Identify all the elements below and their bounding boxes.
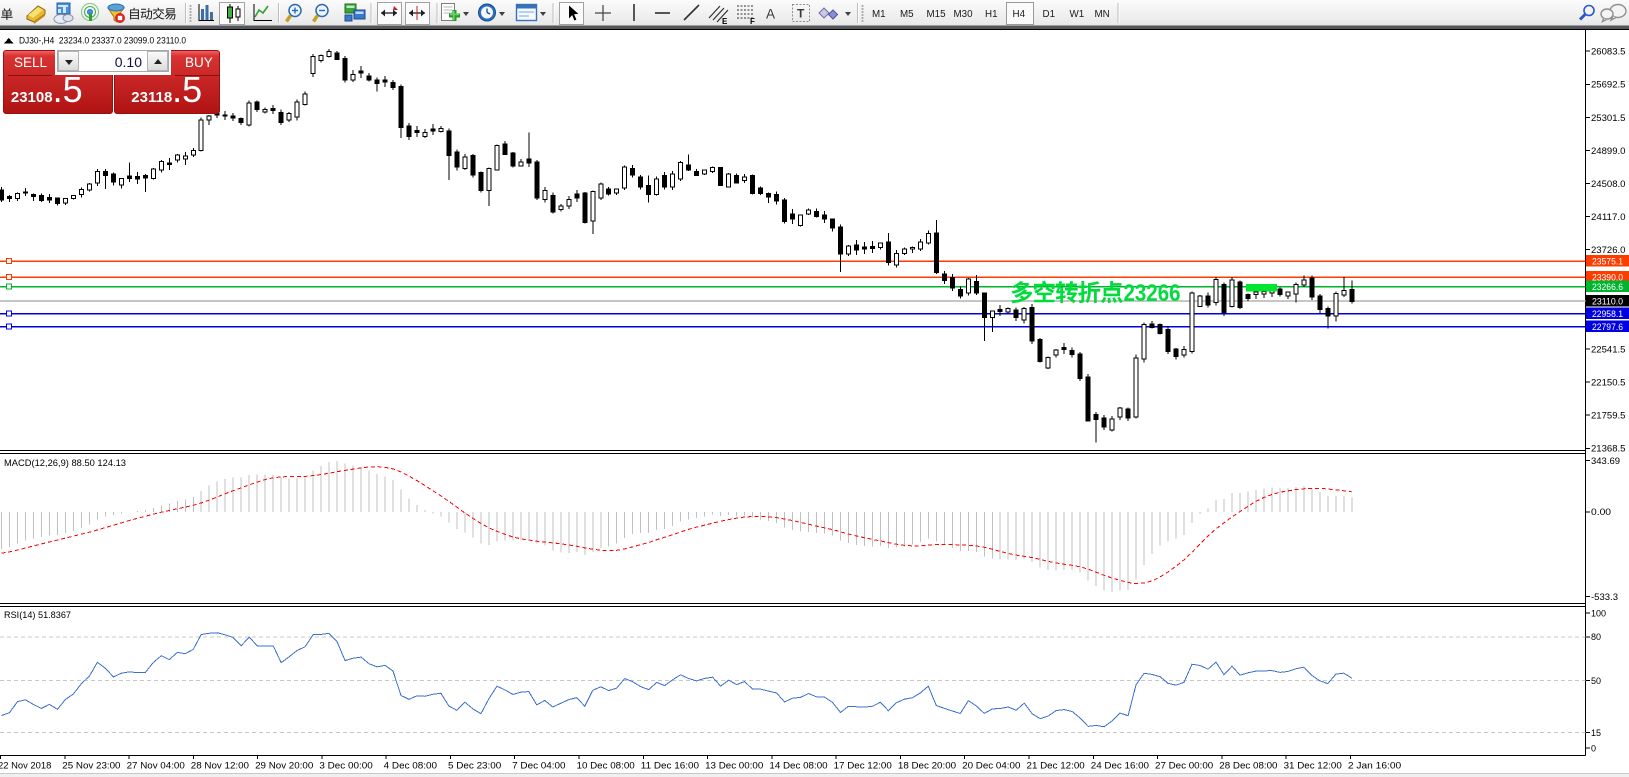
svg-text:24899.0: 24899.0 (1591, 146, 1626, 156)
svg-text:10 Dec 08:00: 10 Dec 08:00 (577, 761, 635, 771)
svg-text:5 Dec 23:00: 5 Dec 23:00 (448, 761, 501, 771)
svg-text:18 Dec 20:00: 18 Dec 20:00 (898, 761, 956, 771)
svg-text:T: T (797, 7, 805, 21)
svg-text:24 Dec 16:00: 24 Dec 16:00 (1091, 761, 1149, 771)
svg-text:0.00: 0.00 (1591, 507, 1611, 517)
svg-text:21759.5: 21759.5 (1591, 411, 1626, 421)
svg-text:RSI(14) 51.8367: RSI(14) 51.8367 (4, 610, 71, 620)
svg-text:28 Nov 12:00: 28 Nov 12:00 (191, 761, 249, 771)
svg-text:M15: M15 (927, 9, 947, 20)
svg-text:MACD(12,26,9) 88.50 124.13: MACD(12,26,9) 88.50 124.13 (4, 458, 126, 468)
svg-text:22541.5: 22541.5 (1591, 344, 1626, 354)
svg-text:M30: M30 (954, 9, 974, 20)
svg-text:22797.6: 22797.6 (1592, 322, 1623, 332)
svg-text:23266.6: 23266.6 (1592, 282, 1623, 292)
svg-text:E: E (722, 17, 728, 26)
svg-text:W1: W1 (1070, 9, 1085, 20)
svg-text:23266: 23266 (1124, 280, 1181, 307)
svg-text:14 Dec 08:00: 14 Dec 08:00 (769, 761, 827, 771)
svg-text:27 Dec 00:00: 27 Dec 00:00 (1155, 761, 1213, 771)
svg-text:27 Nov 04:00: 27 Nov 04:00 (127, 761, 185, 771)
svg-text:M5: M5 (900, 9, 914, 20)
svg-text:20 Dec 04:00: 20 Dec 04:00 (962, 761, 1020, 771)
svg-text:31 Dec 12:00: 31 Dec 12:00 (1284, 761, 1342, 771)
svg-text:15: 15 (1591, 728, 1601, 738)
svg-text:28 Dec 08:00: 28 Dec 08:00 (1219, 761, 1277, 771)
svg-text:H4: H4 (1013, 9, 1026, 20)
svg-text:22150.5: 22150.5 (1591, 378, 1626, 388)
svg-text:26083.5: 26083.5 (1591, 47, 1626, 57)
svg-text:23575.1: 23575.1 (1592, 257, 1623, 267)
svg-text:24117.0: 24117.0 (1591, 212, 1626, 222)
svg-text:50: 50 (1591, 676, 1601, 686)
svg-text:DJ30-,H4 23234.0 23337.0 2309: DJ30-,H4 23234.0 23337.0 23099.0 23110.0 (19, 35, 186, 45)
svg-text:80: 80 (1591, 632, 1601, 642)
svg-text:F: F (750, 17, 755, 26)
svg-text:25301.5: 25301.5 (1591, 113, 1626, 123)
svg-text:100: 100 (1591, 608, 1606, 618)
svg-text:3 Dec 00:00: 3 Dec 00:00 (319, 761, 372, 771)
svg-text:H1: H1 (985, 9, 998, 20)
svg-text:2 Jan 16:00: 2 Jan 16:00 (1348, 761, 1401, 771)
svg-text:17 Dec 12:00: 17 Dec 12:00 (834, 761, 892, 771)
svg-text:25692.5: 25692.5 (1591, 80, 1626, 90)
svg-text:29 Nov 20:00: 29 Nov 20:00 (255, 761, 313, 771)
svg-text:25 Nov 23:00: 25 Nov 23:00 (62, 761, 120, 771)
svg-text:4 Dec 08:00: 4 Dec 08:00 (384, 761, 437, 771)
svg-text:24508.0: 24508.0 (1591, 179, 1626, 189)
svg-text:21 Dec 12:00: 21 Dec 12:00 (1027, 761, 1085, 771)
svg-text:-533.3: -533.3 (1591, 592, 1618, 602)
svg-text:22 Nov 2018: 22 Nov 2018 (0, 761, 51, 771)
svg-text:7 Dec 04:00: 7 Dec 04:00 (512, 761, 565, 771)
svg-text:23726.0: 23726.0 (1591, 245, 1626, 255)
svg-text:0: 0 (1591, 743, 1596, 753)
svg-text:13 Dec 00:00: 13 Dec 00:00 (705, 761, 763, 771)
svg-text:22958.1: 22958.1 (1592, 309, 1623, 319)
svg-text:343.69: 343.69 (1591, 456, 1620, 466)
svg-text:11 Dec 16:00: 11 Dec 16:00 (641, 761, 699, 771)
svg-text:21368.5: 21368.5 (1591, 444, 1626, 454)
svg-text:23390.0: 23390.0 (1592, 273, 1623, 283)
svg-text:A: A (766, 7, 775, 22)
svg-text:M1: M1 (872, 9, 886, 20)
svg-text:23110.0: 23110.0 (1592, 297, 1623, 307)
svg-text:D1: D1 (1043, 9, 1056, 20)
svg-text:MN: MN (1095, 9, 1110, 20)
